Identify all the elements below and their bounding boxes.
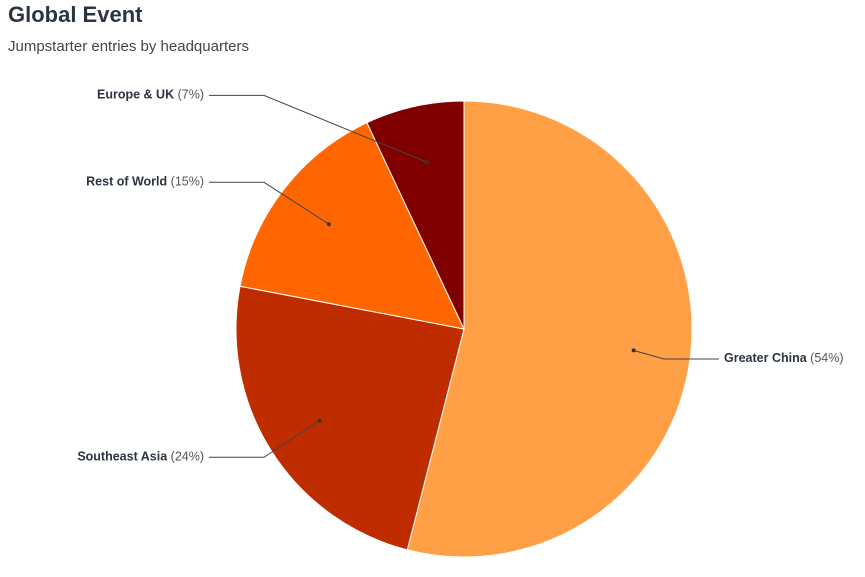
slice-value: (7%) [178, 88, 204, 102]
slice-value: (15%) [171, 175, 204, 189]
slice-name: Greater China [724, 351, 808, 365]
leader-line [209, 420, 320, 458]
leader-dot [326, 222, 331, 227]
leader-line [633, 349, 719, 360]
leader-dot [424, 160, 429, 165]
leader-line [209, 181, 330, 225]
slice-value: (24%) [171, 450, 204, 464]
pie-slice [406, 100, 693, 558]
leader-dot [631, 348, 636, 353]
leader-line [209, 94, 427, 163]
slice-name: Rest of World [86, 175, 167, 189]
chart-subtitle: Jumpstarter entries by headquarters [8, 38, 249, 55]
slice-label: Southeast Asia (24%) [77, 450, 204, 464]
slice-name: Southeast Asia [77, 450, 168, 464]
slice-label: Greater China (54%) [724, 351, 844, 365]
chart-title: Global Event [8, 2, 143, 27]
slice-label: Rest of World (15%) [86, 175, 204, 189]
pie-slice [239, 122, 465, 330]
slice-name: Europe & UK [97, 88, 174, 102]
slice-value: (54%) [810, 351, 843, 365]
leader-dot [317, 418, 322, 423]
slice-label: Europe & UK (7%) [97, 88, 204, 102]
pie-slice [366, 100, 465, 330]
pie-slice [235, 285, 465, 551]
